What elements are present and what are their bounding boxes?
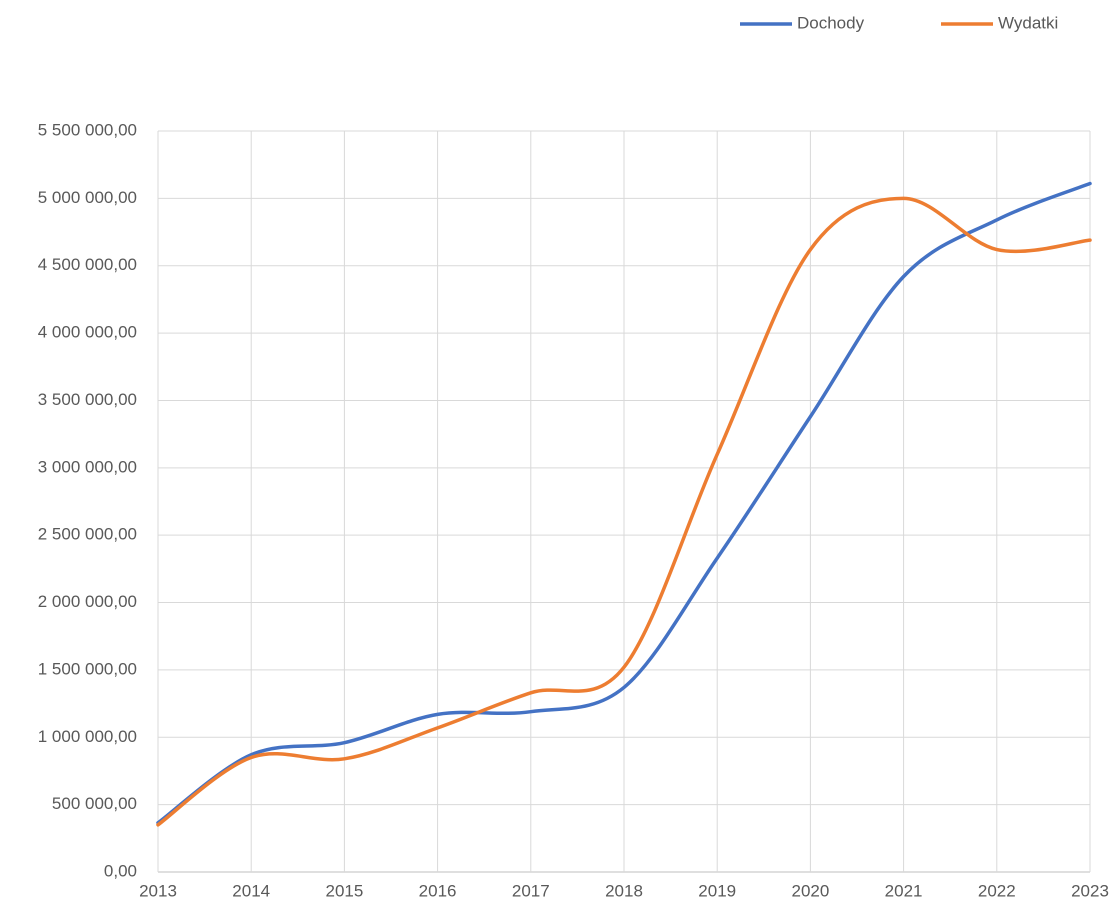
data-line [156,181,1092,825]
y-tick-label: 500 000,00 [52,794,137,813]
x-tick-label: 2019 [698,881,736,900]
data-line [156,196,1092,827]
x-tick-label: 2020 [791,881,829,900]
y-tick-label: 1 500 000,00 [38,659,137,678]
y-tick-label: 1 000 000,00 [38,727,137,746]
x-tick-label: 2018 [605,881,643,900]
x-tick-label: 2022 [978,881,1016,900]
x-tick-label: 2021 [885,881,923,900]
x-tick-label: 2023 [1071,881,1109,900]
y-tick-label: 2 000 000,00 [38,592,137,611]
x-tick-label: 2014 [232,881,270,900]
y-tick-label: 4 500 000,00 [38,255,137,274]
legend-label: Wydatki [998,13,1058,32]
x-tick-label: 2015 [325,881,363,900]
x-tick-label: 2016 [419,881,457,900]
x-tick-label: 2017 [512,881,550,900]
y-tick-label: 0,00 [104,861,137,880]
y-tick-label: 5 000 000,00 [38,188,137,207]
x-tick-label: 2013 [139,881,177,900]
y-tick-label: 2 500 000,00 [38,525,137,544]
y-tick-label: 3 000 000,00 [38,457,137,476]
y-tick-label: 5 500 000,00 [38,120,137,139]
y-tick-label: 3 500 000,00 [38,390,137,409]
legend-label: Dochody [797,13,865,32]
y-tick-label: 4 000 000,00 [38,323,137,342]
